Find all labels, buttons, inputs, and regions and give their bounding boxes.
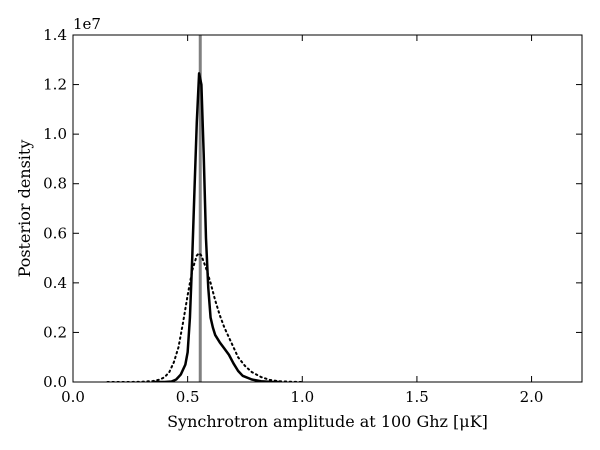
y-tick-label: 1.4	[43, 26, 67, 44]
y-tick-label: 0.8	[43, 175, 67, 193]
y-tick-label: 0.4	[43, 274, 67, 292]
x-tick-label: 2.0	[520, 388, 544, 406]
y-offset-label: 1e7	[73, 15, 101, 33]
y-tick-label: 0.2	[43, 323, 67, 341]
x-tick-label: 0.5	[176, 388, 200, 406]
x-tick-label: 1.5	[405, 388, 429, 406]
dotted-posterior-line	[106, 252, 304, 382]
solid-posterior-line	[152, 72, 281, 382]
x-tick-label: 0.0	[61, 388, 85, 406]
axis-ticks: 0.0 0.5 1.0 1.5 2.0 0.0 0.2 0.4 0.6 0.8 1.0 1.2 1.4	[43, 26, 582, 406]
y-tick-label: 1.2	[43, 76, 67, 94]
y-tick-label: 0.0	[43, 373, 67, 391]
y-tick-label: 1.0	[43, 125, 67, 143]
plot-area	[106, 35, 304, 382]
x-axis-label: Synchrotron amplitude at 100 Ghz [μK]	[167, 412, 488, 431]
axes-frame	[72, 34, 583, 383]
x-tick-label: 1.0	[290, 388, 314, 406]
y-axis-label: Posterior density	[15, 140, 34, 278]
y-tick-label: 0.6	[43, 224, 67, 242]
